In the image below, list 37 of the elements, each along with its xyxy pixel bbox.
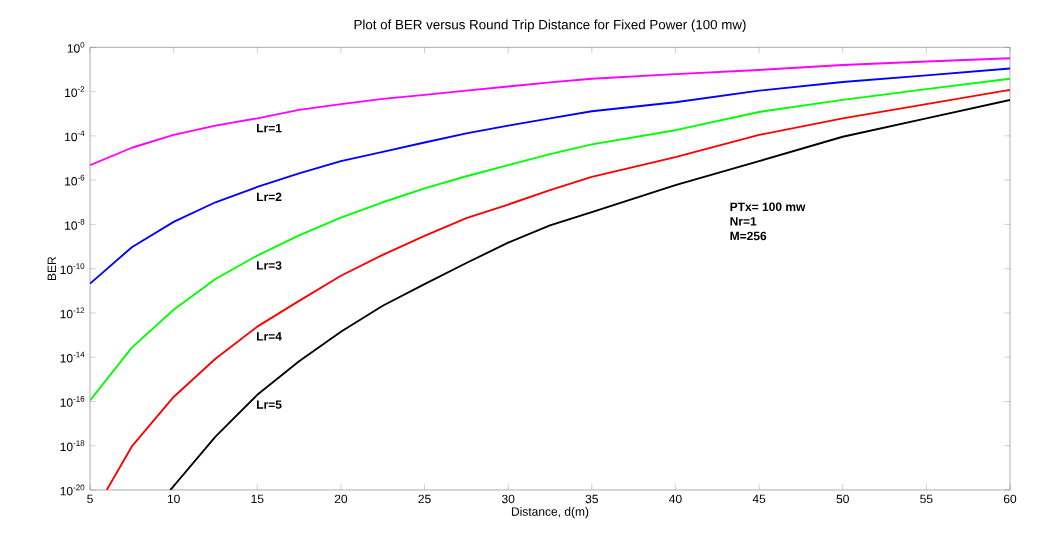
y-tick-label: 10$^{-4}$ (65, 130, 85, 142)
series-label: Lr=1 (257, 123, 282, 133)
series-label: Lr=2 (257, 192, 282, 201)
series-label: Lr=5 (257, 400, 282, 409)
y-tick-label: 10$^{-20}$ (60, 484, 85, 496)
x-tick-label: 20 (334, 494, 348, 504)
line-series (90, 57, 1010, 167)
line-series (90, 77, 1010, 402)
annotation: Nr=1 (730, 217, 757, 226)
x-tick-label: 5 (87, 494, 93, 504)
x-tick-label: 50 (836, 494, 849, 504)
x-tick-label: 40 (669, 494, 682, 504)
x-tick-label: 60 (1003, 494, 1017, 504)
x-tick-label: 45 (752, 494, 766, 504)
x-tick-label: 30 (501, 494, 515, 504)
x-axis-title: Distance, d(m) (511, 507, 589, 519)
x-tick-label: 55 (920, 494, 933, 504)
x-tick-label: 15 (251, 494, 264, 504)
y-tick-label: 10$^{-14}$ (60, 351, 85, 363)
y-tick-label: 10$^{-10}$ (60, 263, 85, 275)
y-tick-label: 10$^{-16}$ (60, 396, 85, 407)
x-tick-label: 25 (418, 494, 431, 504)
x-tick-label: 10 (167, 494, 180, 504)
series-label: Lr=4 (257, 332, 282, 341)
annotation: PTx= 100 mw (730, 202, 806, 212)
y-tick-label: 10$^{-2}$ (65, 86, 85, 97)
chart-title: Plot of BER versus Round Trip Distance for Fixed Power (100 mw) (354, 19, 746, 32)
x-tick-label: 35 (585, 494, 598, 504)
y-axis-title: BER (47, 256, 56, 281)
line-series (90, 67, 1010, 285)
y-tick-label: 10$^{-12}$ (60, 307, 85, 319)
y-tick-label: 10$^{-18}$ (60, 440, 85, 452)
y-tick-label: 10$^{0}$ (67, 41, 85, 53)
series-label: Lr=3 (257, 261, 282, 270)
y-tick-label: 10$^{-8}$ (65, 219, 85, 230)
annotation: M=256 (730, 231, 767, 241)
y-tick-label: 10$^{-6}$ (65, 174, 85, 186)
